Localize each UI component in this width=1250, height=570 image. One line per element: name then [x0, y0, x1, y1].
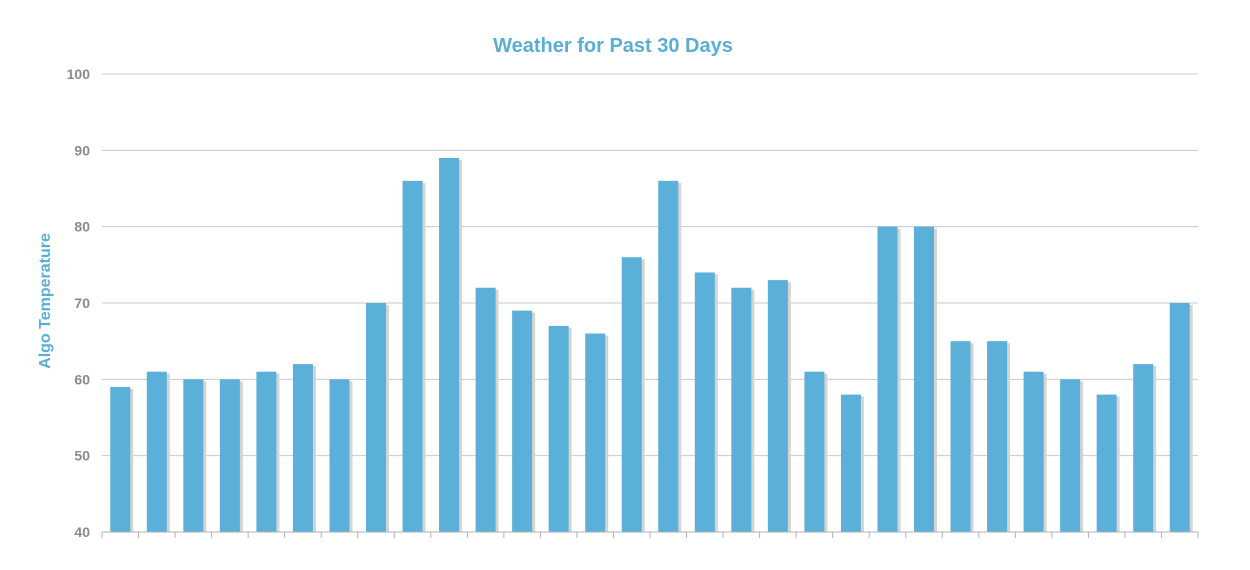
bar: [146, 371, 167, 532]
bar: [767, 280, 788, 532]
bar: [292, 364, 313, 532]
bar: [1096, 394, 1117, 532]
bar: [585, 333, 606, 532]
bar: [1133, 364, 1154, 532]
x-axis: [101, 531, 1199, 538]
bar: [219, 379, 240, 532]
bar: [1169, 303, 1190, 532]
bar: [329, 379, 350, 532]
bar: [621, 257, 642, 532]
gridlines: [102, 73, 1198, 457]
bar: [914, 226, 934, 532]
bar: [512, 310, 533, 532]
bar: [694, 272, 715, 532]
y-tick-label: 90: [74, 142, 90, 158]
bar: [475, 287, 496, 532]
bar: [256, 371, 277, 532]
bar: [183, 379, 204, 532]
y-axis-label: Algo Temperature: [37, 233, 54, 369]
bar: [439, 157, 460, 532]
bar: [548, 325, 569, 532]
bar: [110, 386, 131, 532]
y-tick-label: 80: [74, 219, 90, 235]
bar: [987, 341, 1008, 532]
bar: [366, 303, 386, 532]
bar: [402, 180, 423, 532]
bar: [840, 394, 861, 532]
bar: [731, 287, 752, 532]
bar: [1060, 379, 1081, 532]
y-tick-label: 100: [67, 66, 91, 82]
y-tick-label: 60: [74, 371, 90, 387]
bar: [804, 371, 825, 532]
y-tick-label: 40: [74, 524, 90, 540]
y-tick-label: 70: [74, 295, 90, 311]
y-axis-ticks: 40 50 60 70 80 90 100: [67, 66, 91, 540]
chart-title: Weather for Past 30 Days: [493, 35, 733, 57]
bar: [950, 341, 971, 532]
bar: [658, 180, 679, 532]
bar: [1023, 371, 1044, 532]
bar: [877, 226, 898, 532]
y-tick-label: 50: [74, 448, 90, 464]
bars: [110, 157, 1193, 532]
